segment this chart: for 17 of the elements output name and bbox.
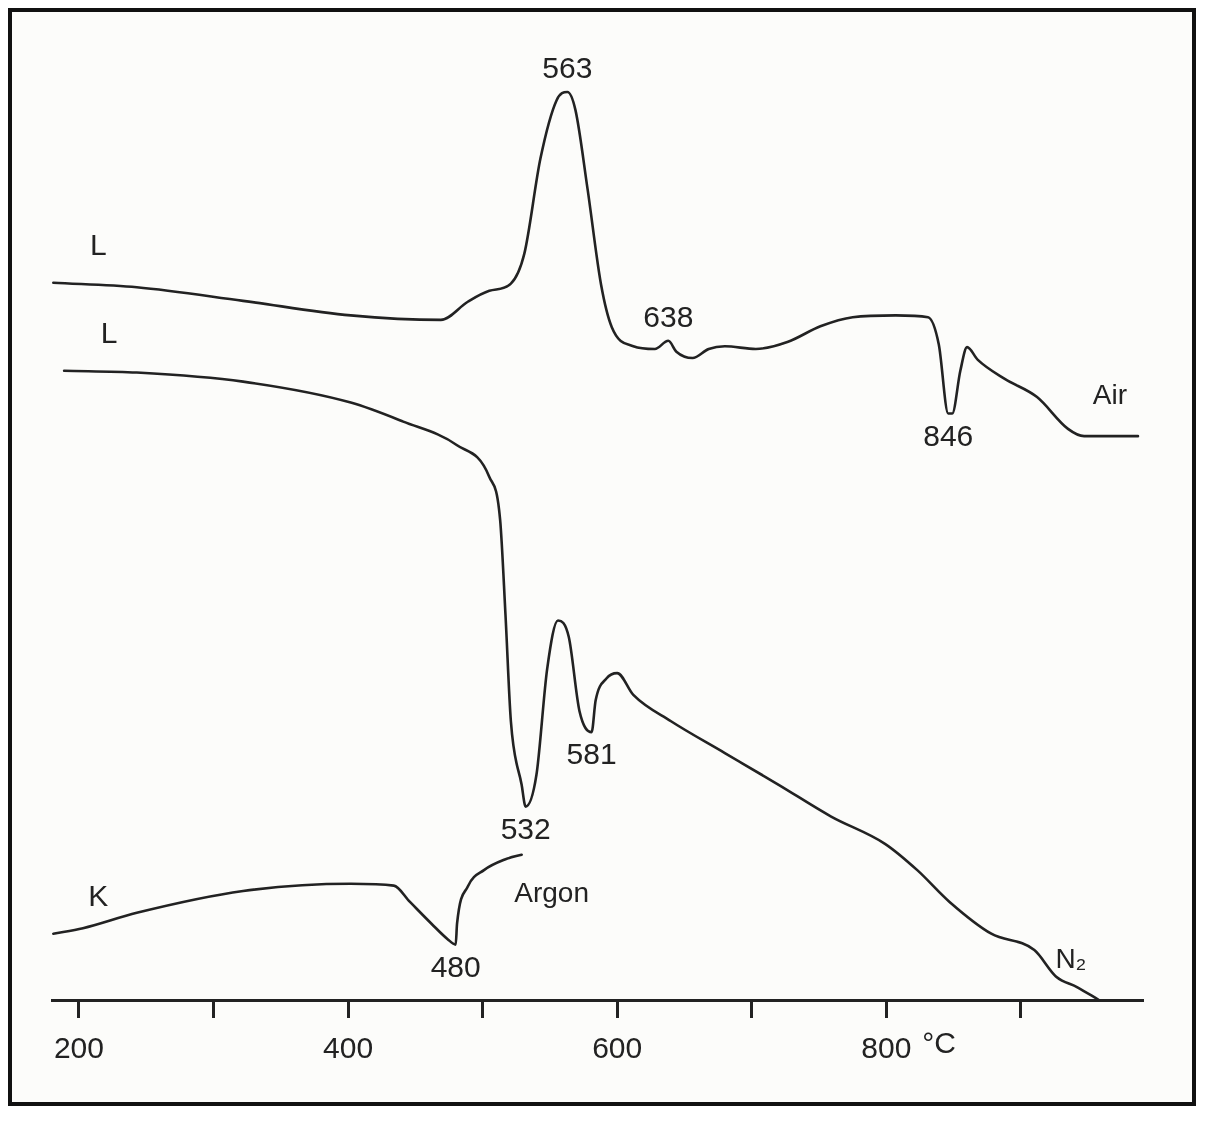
annotation: 563 — [542, 51, 593, 85]
series-label: Air — [1092, 378, 1128, 410]
annotation: 846 — [923, 418, 974, 452]
x-tick-label: 400 — [323, 1031, 374, 1065]
x-tick-label: 800 — [861, 1031, 912, 1065]
x-tick-label: 200 — [53, 1031, 104, 1065]
annotation: 581 — [566, 737, 617, 771]
annotation: L — [90, 227, 107, 261]
x-axis-title: °C — [922, 1026, 956, 1060]
annotation: 480 — [430, 949, 481, 983]
annotation: 532 — [500, 811, 551, 845]
series-label: Argon — [514, 877, 589, 909]
x-tick-label: 600 — [592, 1031, 643, 1065]
annotation: 638 — [643, 300, 694, 334]
series-label: N₂ — [1055, 942, 1087, 974]
annotation: L — [100, 316, 118, 350]
annotation: K — [88, 878, 109, 912]
